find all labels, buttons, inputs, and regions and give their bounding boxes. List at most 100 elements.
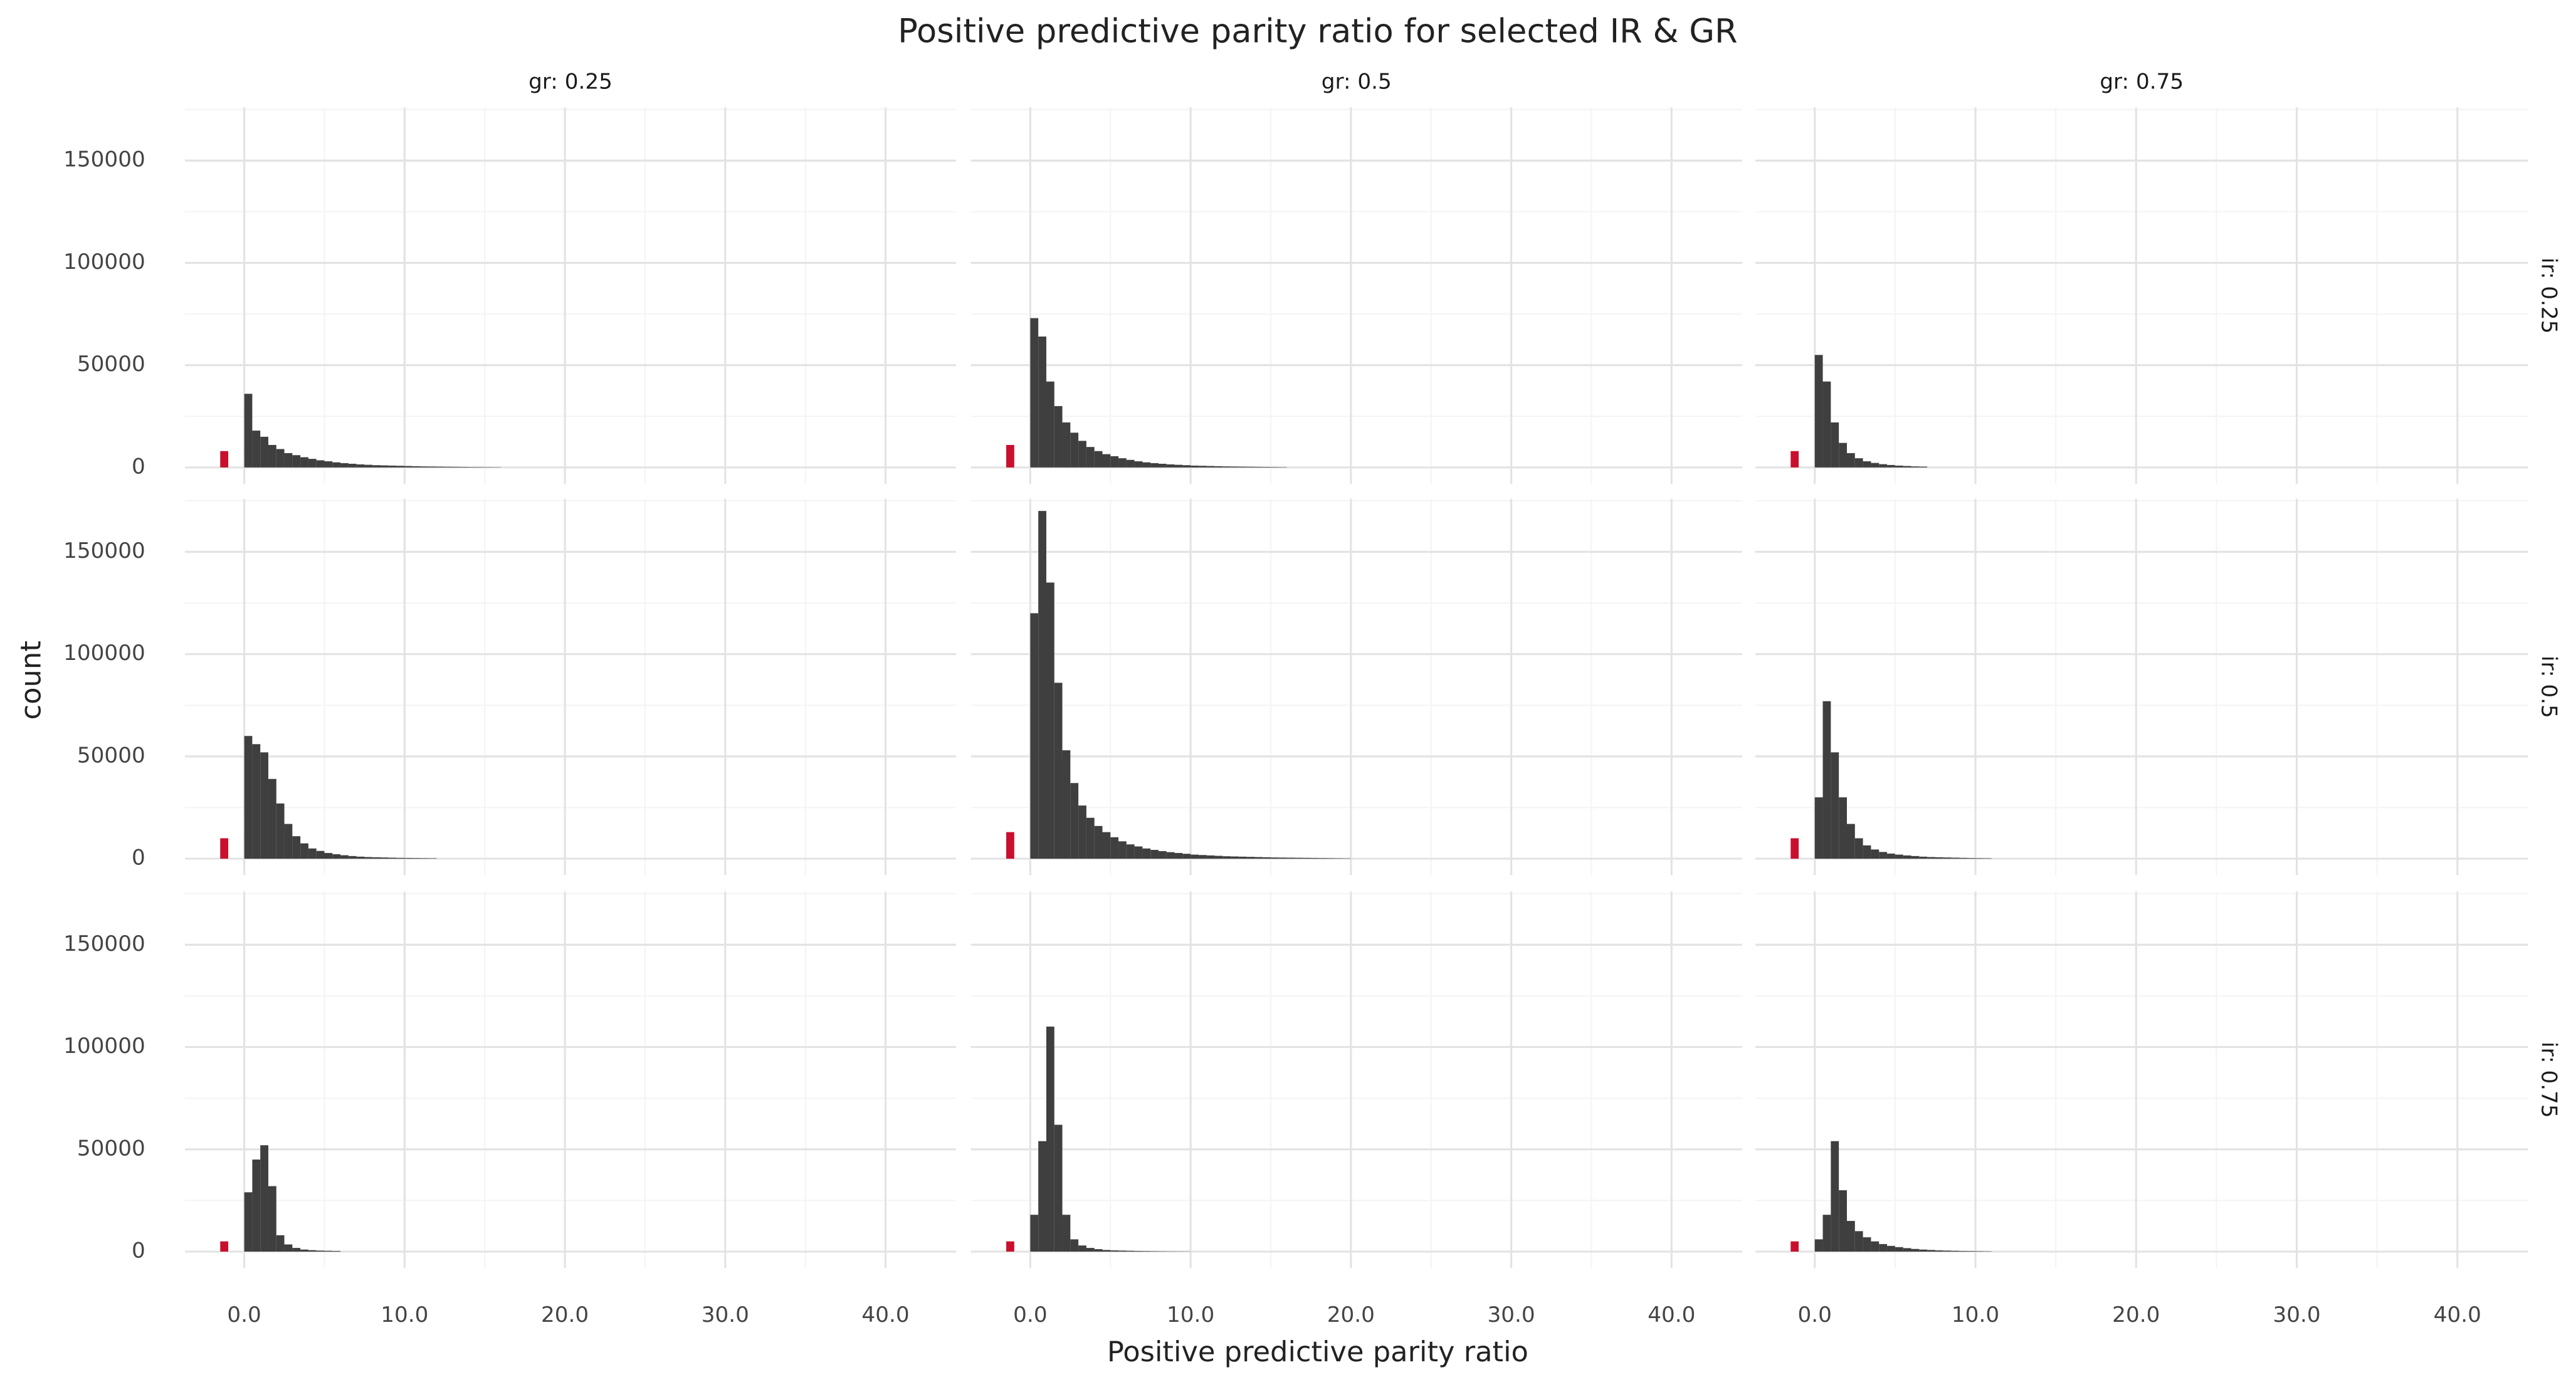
histogram-bar (1062, 422, 1071, 468)
histogram-bar (1078, 1245, 1086, 1252)
x-tick-label: 30.0 (1487, 1302, 1535, 1327)
histogram-bar (1303, 857, 1311, 859)
histogram-bar (1822, 1215, 1831, 1252)
histogram-bar (1278, 857, 1287, 859)
histogram-bar (1150, 850, 1159, 859)
y-tick-label: 100000 (63, 1034, 145, 1059)
histogram-bar (1054, 406, 1063, 468)
histogram-bar (388, 857, 397, 859)
histogram-bar (324, 852, 333, 859)
histogram-bar (308, 848, 317, 859)
histogram-bar (1903, 855, 1911, 859)
column-strip-label: gr: 0.75 (2100, 69, 2184, 94)
histogram-bar (1879, 464, 1888, 468)
histogram-bar (1094, 1249, 1103, 1252)
histogram-bar (244, 1192, 253, 1252)
histogram-bar (420, 858, 429, 859)
histogram-bar (1863, 461, 1871, 468)
histogram-bar (316, 851, 325, 859)
histogram-bar (1150, 463, 1159, 468)
histogram-bar (1871, 849, 1879, 859)
histogram-bar (252, 431, 261, 468)
histogram-bar (444, 466, 453, 468)
histogram-bar (1070, 432, 1079, 468)
histogram-bar (1078, 805, 1086, 859)
histogram-bar (372, 857, 381, 859)
histogram-bar (324, 461, 333, 468)
histogram-bar (476, 467, 485, 468)
histogram-bar (1038, 1141, 1046, 1252)
histogram-bar (308, 459, 317, 468)
histogram-bar (220, 838, 229, 859)
row-strip-label: ir: 0.75 (2537, 1042, 2562, 1118)
x-tick-label: 20.0 (1327, 1302, 1375, 1327)
x-tick-label: 0.0 (1013, 1302, 1047, 1327)
histogram-bar (252, 1160, 261, 1252)
histogram-bar (1231, 466, 1239, 468)
histogram-bar (1863, 845, 1871, 859)
histogram-bar (292, 1248, 301, 1252)
row-strip-label: ir: 0.25 (2537, 258, 2562, 334)
histogram-bar (1086, 817, 1095, 859)
histogram-bar (413, 466, 421, 468)
histogram-bar (332, 462, 341, 468)
histogram-bar (1046, 582, 1054, 859)
histogram-bar (1335, 858, 1343, 859)
histogram-bar (1814, 1239, 1823, 1252)
histogram-bar (1935, 1250, 1943, 1252)
histogram-bar (1182, 465, 1191, 468)
histogram-bar (340, 855, 349, 859)
histogram-bar (1790, 451, 1799, 468)
histogram-bar (1126, 459, 1135, 468)
histogram-bar (1158, 463, 1167, 468)
histogram-bar (1927, 1250, 1935, 1252)
histogram-bar (404, 466, 413, 468)
y-axis-label: count (14, 641, 48, 720)
histogram-bar (1086, 447, 1095, 468)
histogram-bar (1142, 848, 1151, 859)
histogram-bar (1222, 856, 1231, 859)
histogram-bar (1895, 465, 1903, 468)
y-tick-label: 50000 (77, 743, 145, 768)
histogram-bar (332, 1250, 341, 1252)
histogram-bar (284, 824, 293, 859)
histogram-bar (1206, 466, 1215, 468)
histogram-bar (300, 843, 308, 859)
histogram-bar (356, 856, 365, 859)
histogram-bar (1054, 683, 1063, 859)
histogram-bar (1919, 1249, 1928, 1252)
histogram-bar (316, 460, 325, 468)
histogram-bar (1871, 1241, 1879, 1252)
row-strip-label: ir: 0.5 (2537, 656, 2562, 718)
histogram-bar (1142, 1251, 1151, 1252)
histogram-bar (284, 453, 293, 468)
y-tick-label: 150000 (63, 931, 145, 956)
histogram-bar (1919, 466, 1928, 468)
histogram-bar (1967, 858, 1976, 859)
x-tick-label: 0.0 (227, 1302, 261, 1327)
histogram-bar (292, 836, 301, 859)
histogram-bar (1895, 854, 1903, 859)
histogram-bar (1110, 837, 1119, 859)
histogram-bar (1879, 1243, 1888, 1252)
histogram-bar (1246, 466, 1255, 468)
x-tick-label: 30.0 (702, 1302, 749, 1327)
histogram-bar (1286, 857, 1295, 859)
histogram-bar (1231, 856, 1239, 859)
histogram-bar (1062, 1215, 1071, 1252)
x-tick-label: 0.0 (1798, 1302, 1832, 1327)
histogram-bar (332, 854, 341, 859)
histogram-bar (1943, 857, 1952, 859)
x-tick-label: 30.0 (2273, 1302, 2320, 1327)
histogram-bar (1118, 458, 1127, 468)
histogram-bar (1903, 466, 1911, 468)
x-axis-label: Positive predictive parity ratio (1107, 1335, 1528, 1368)
y-tick-label: 0 (132, 1238, 145, 1263)
y-tick-label: 50000 (77, 352, 145, 377)
histogram-bar (1006, 444, 1014, 468)
histogram-bar (1222, 466, 1231, 468)
histogram-bar (260, 1145, 268, 1252)
histogram-bar (356, 464, 365, 468)
histogram-bar (1919, 856, 1928, 859)
